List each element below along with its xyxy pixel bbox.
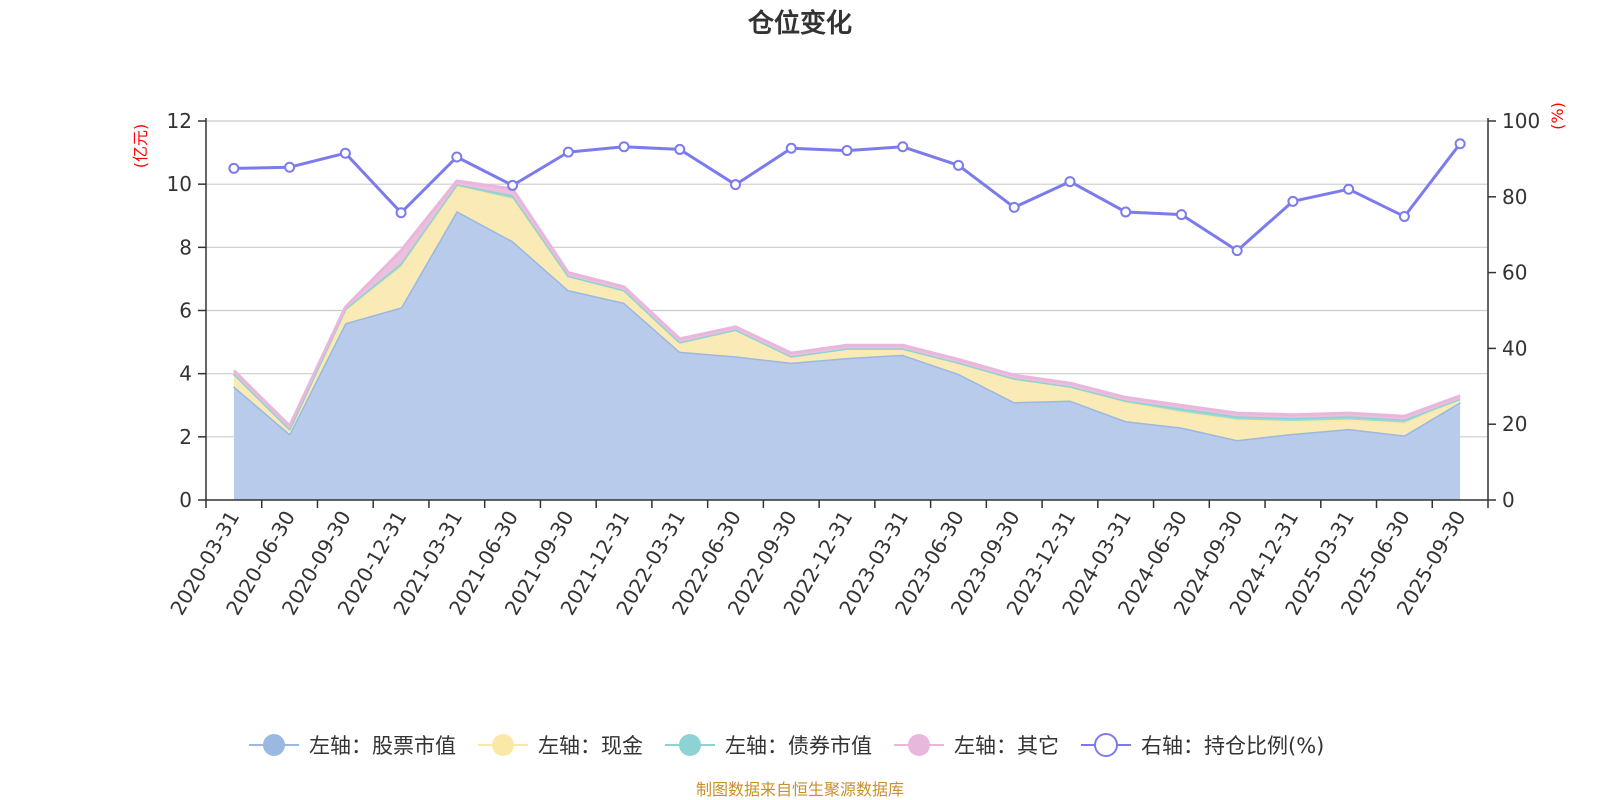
area-series-1 xyxy=(233,185,1461,440)
right-tick-label-3: 60 xyxy=(1502,261,1527,285)
ratio-point-2 xyxy=(339,147,351,159)
right-tick-label-1: 20 xyxy=(1502,412,1527,436)
ratio-point-21 xyxy=(1398,211,1410,223)
area-edge-series-3 xyxy=(232,179,1461,428)
ratio-point-3 xyxy=(395,207,407,219)
right-tick-label-4: 80 xyxy=(1502,185,1527,209)
legend-circle-icon xyxy=(263,734,285,756)
ratio-point-13 xyxy=(952,159,964,171)
ratio-point-17 xyxy=(1175,209,1187,221)
left-tick-label-5: 10 xyxy=(167,172,192,196)
ratio-point-10 xyxy=(785,142,797,154)
holding-ratio-line xyxy=(228,138,1466,257)
stacked-areas xyxy=(232,179,1461,500)
legend-item-1[interactable]: 左轴：现金 xyxy=(478,734,643,758)
left-tick-label-1: 2 xyxy=(179,425,192,449)
right-tick-label-5: 100 xyxy=(1502,109,1540,133)
legend: 左轴：股票市值 左轴：现金 左轴：债券市值 左轴：其它 右轴：持仓比例(%) xyxy=(249,733,1324,758)
legend-label-0: 左轴：股票市值 xyxy=(309,734,456,758)
ratio-point-4 xyxy=(451,151,463,163)
legend-circle-icon xyxy=(679,734,701,756)
legend-circle-icon xyxy=(1094,733,1118,757)
right-tick-label-0: 0 xyxy=(1502,488,1515,512)
ratio-point-7 xyxy=(618,141,630,153)
legend-item-4[interactable]: 右轴：持仓比例(%) xyxy=(1081,733,1324,758)
ratio-point-15 xyxy=(1064,176,1076,188)
legend-label-1: 左轴：现金 xyxy=(538,734,643,758)
right-axis-unit: (%) xyxy=(1548,102,1567,130)
ratio-point-0 xyxy=(228,162,240,174)
ratio-point-19 xyxy=(1287,195,1299,207)
ratio-point-16 xyxy=(1120,206,1132,218)
legend-label-3: 左轴：其它 xyxy=(954,734,1059,758)
left-axis-unit: (亿元) xyxy=(131,124,150,169)
ratio-point-22 xyxy=(1454,138,1466,150)
ratio-point-5 xyxy=(507,179,519,191)
legend-item-0[interactable]: 左轴：股票市值 xyxy=(249,734,456,758)
ratio-point-11 xyxy=(841,145,853,157)
ratio-point-14 xyxy=(1008,201,1020,213)
ratio-point-1 xyxy=(284,161,296,173)
legend-circle-icon xyxy=(908,734,930,756)
ratio-point-8 xyxy=(674,143,686,155)
legend-label-4: 右轴：持仓比例(%) xyxy=(1141,734,1324,758)
ratio-point-12 xyxy=(897,141,909,153)
data-source-note: 制图数据来自恒生聚源数据库 xyxy=(696,780,904,799)
area-series-0 xyxy=(233,211,1461,500)
legend-item-3[interactable]: 左轴：其它 xyxy=(894,734,1059,758)
left-tick-label-2: 4 xyxy=(179,362,192,386)
right-tick-label-2: 40 xyxy=(1502,336,1527,360)
ratio-point-9 xyxy=(730,179,742,191)
left-tick-label-4: 8 xyxy=(179,235,192,259)
legend-circle-icon xyxy=(492,734,514,756)
ratio-point-20 xyxy=(1343,183,1355,195)
left-tick-label-0: 0 xyxy=(179,488,192,512)
left-tick-label-3: 6 xyxy=(179,299,192,323)
left-tick-label-6: 12 xyxy=(167,109,192,133)
chart-title: 仓位变化 xyxy=(747,8,852,39)
ratio-point-6 xyxy=(562,146,574,158)
legend-item-2[interactable]: 左轴：债券市值 xyxy=(665,734,872,758)
ratio-point-18 xyxy=(1231,245,1243,257)
legend-label-2: 左轴：债券市值 xyxy=(725,734,872,758)
